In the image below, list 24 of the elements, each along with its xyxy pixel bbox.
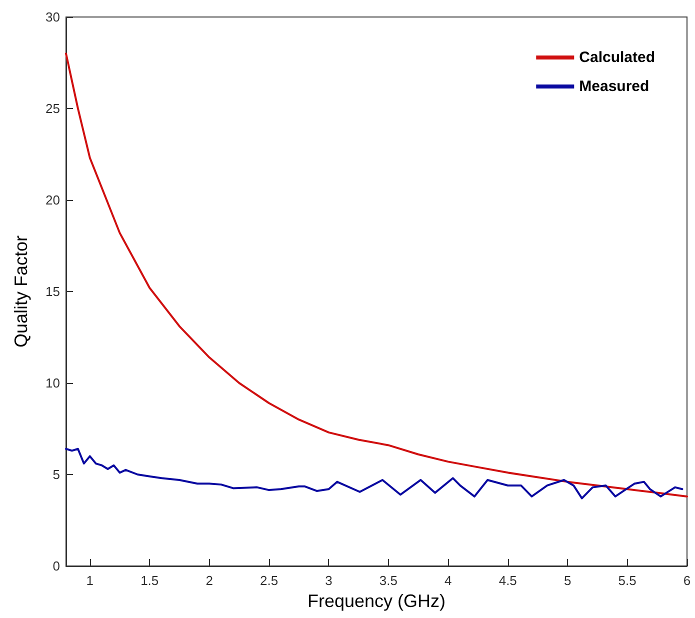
legend-label: Calculated bbox=[579, 49, 656, 66]
y-tick-label: 25 bbox=[46, 101, 60, 116]
x-tick-label: 1.5 bbox=[140, 573, 159, 588]
legend-label: Measured bbox=[579, 78, 650, 95]
x-tick-label: 1 bbox=[86, 573, 94, 588]
x-tick-label: 6 bbox=[683, 573, 691, 588]
x-tick-label: 5.5 bbox=[618, 573, 636, 588]
y-tick-label: 15 bbox=[46, 284, 60, 299]
line-series bbox=[65, 52, 688, 498]
x-tick-label: 4.5 bbox=[498, 573, 517, 588]
x-axis-title: Frequency (GHz) bbox=[307, 591, 446, 611]
line-series bbox=[65, 448, 684, 500]
x-tick-label: 4 bbox=[444, 573, 452, 588]
x-tick-label: 2.5 bbox=[260, 573, 278, 588]
y-tick-label: 5 bbox=[52, 467, 60, 482]
y-tick-label: 30 bbox=[46, 10, 60, 24]
y-axis-title: Quality Factor bbox=[11, 235, 31, 348]
x-tick-label: 3 bbox=[325, 573, 332, 588]
y-tick-label: 20 bbox=[46, 192, 60, 208]
x-tick-label: 5 bbox=[564, 573, 572, 588]
x-tick-label: 2 bbox=[206, 573, 213, 588]
y-tick-label: 10 bbox=[46, 376, 60, 390]
y-tick-label: 0 bbox=[52, 558, 60, 574]
x-tick-label: 3.5 bbox=[379, 573, 398, 588]
